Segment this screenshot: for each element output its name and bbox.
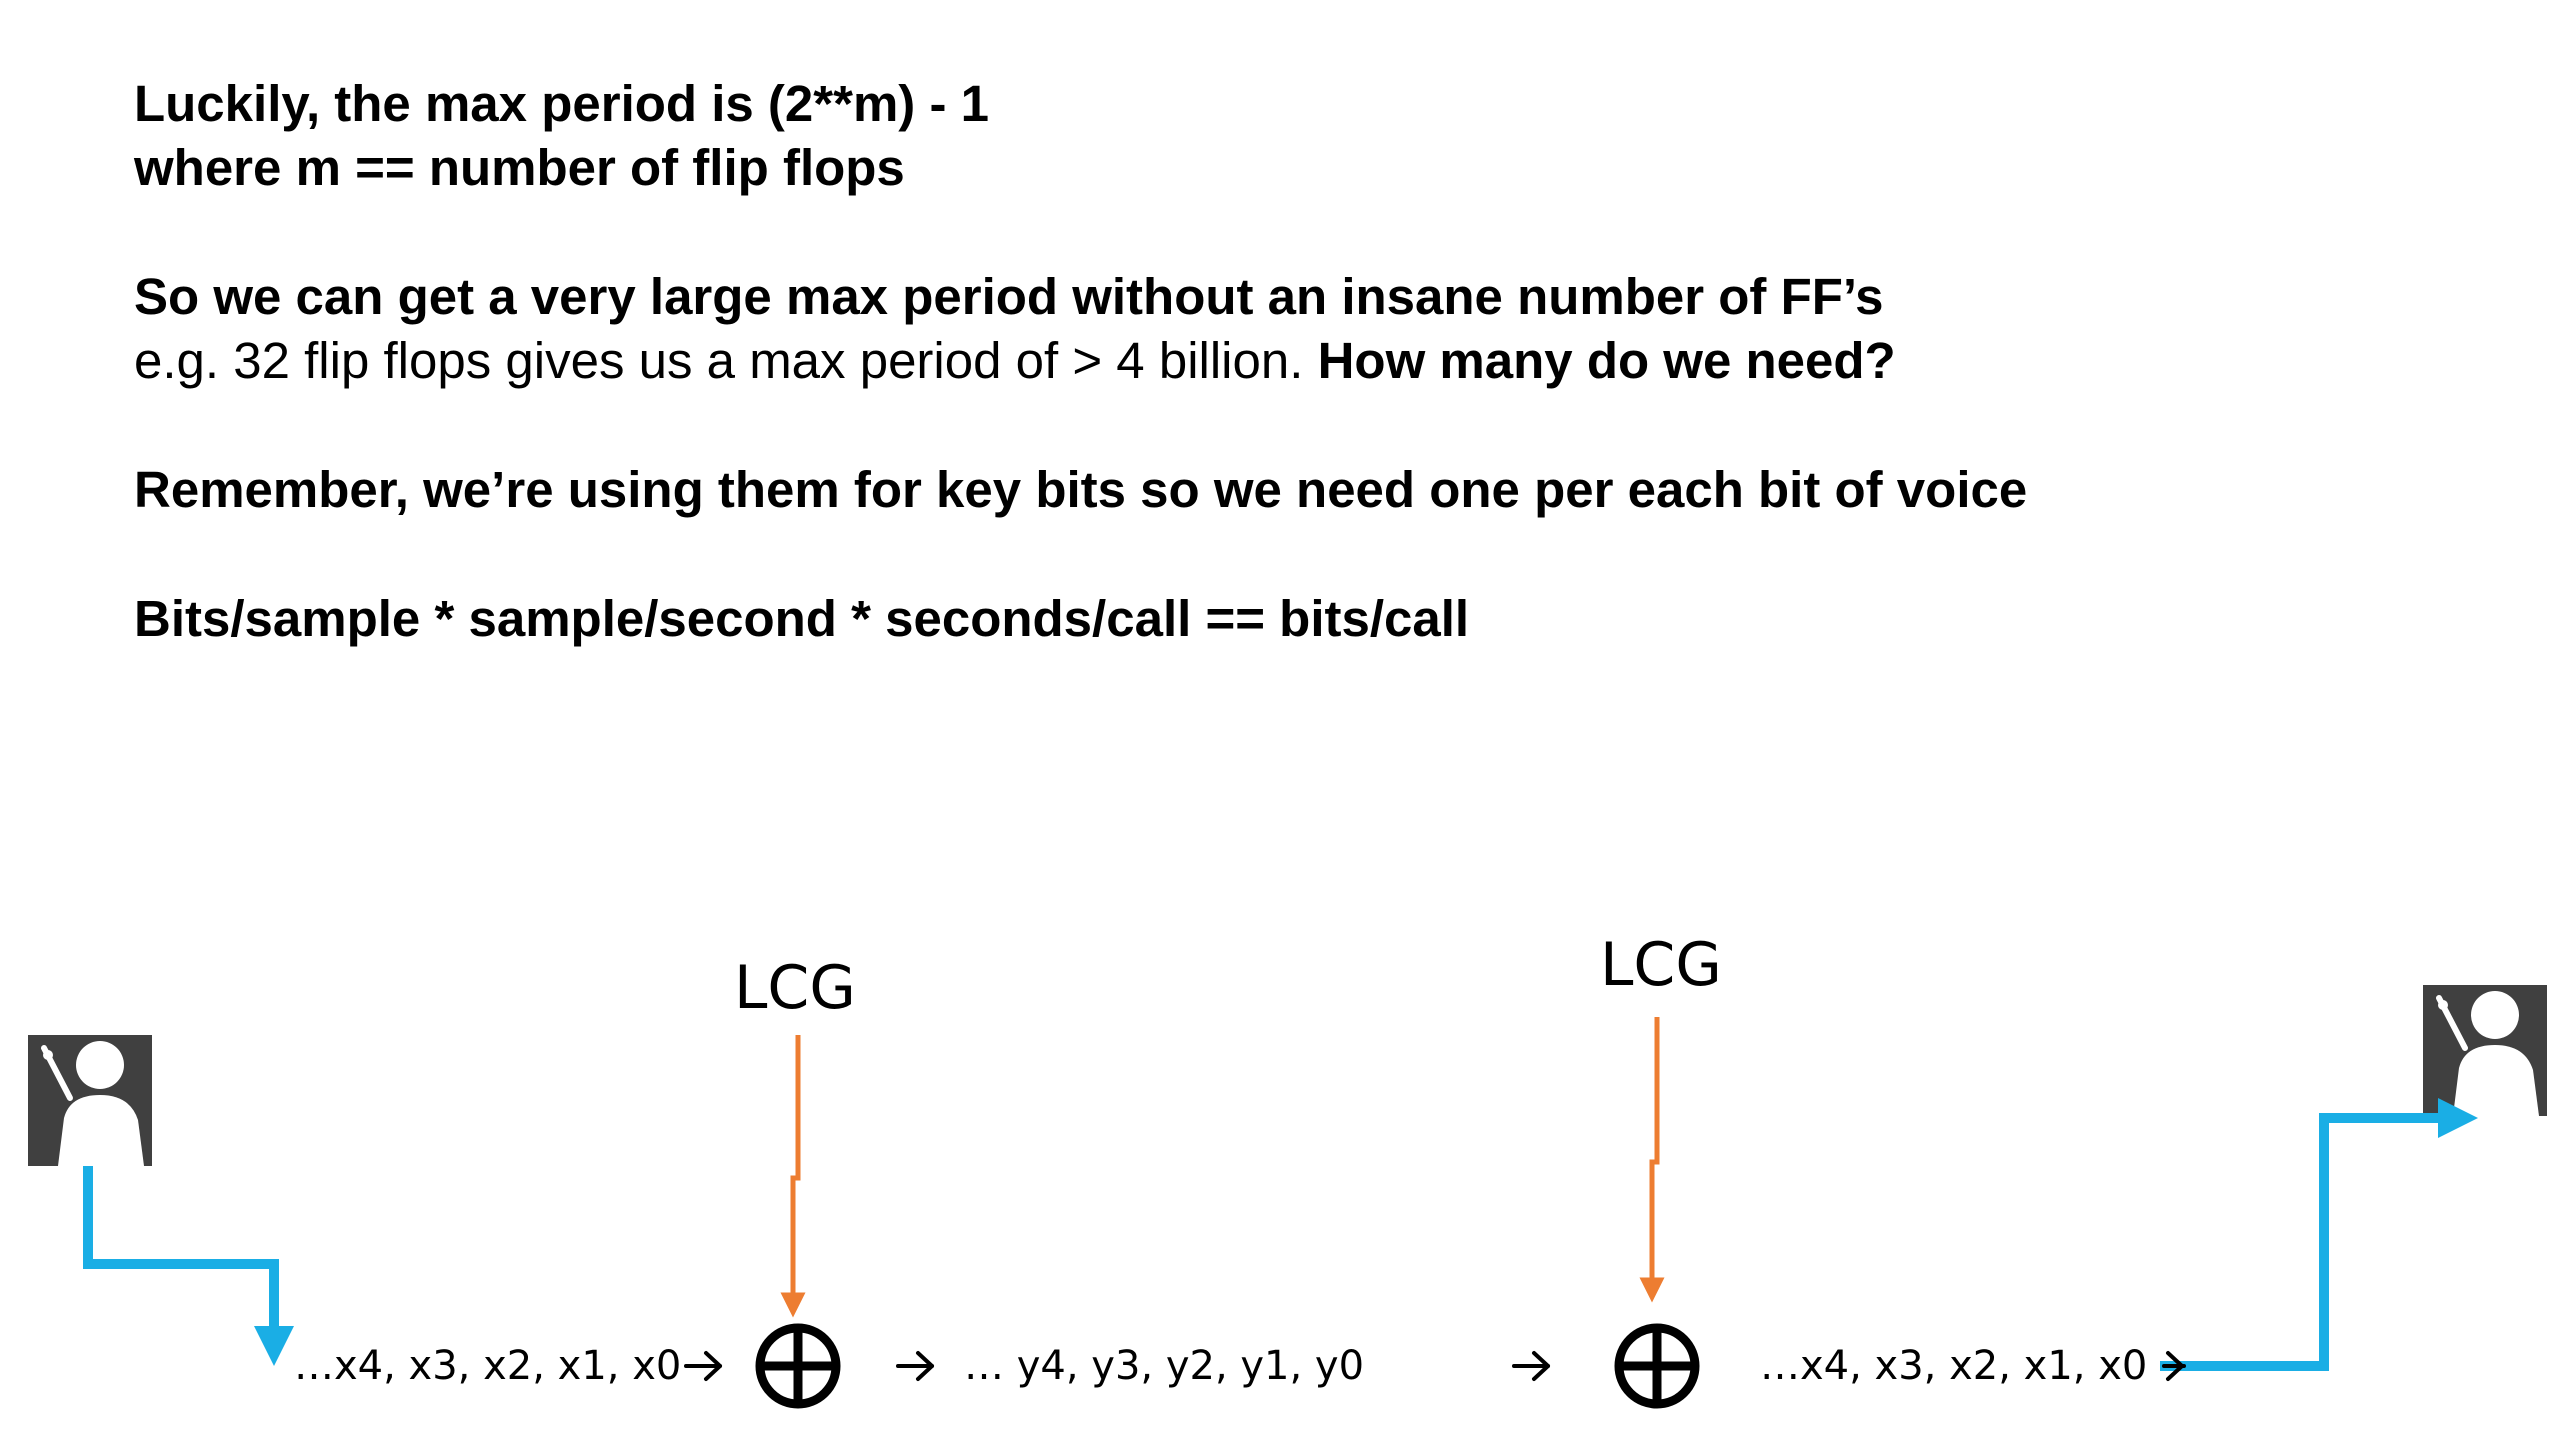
lcg-right-label: LCG [1600, 930, 1722, 1000]
flow-arrow-1 [684, 1351, 722, 1381]
lcg-left-label: LCG [734, 953, 856, 1023]
text-line-1: Luckily, the max period is (2**m) - 1 [134, 75, 989, 132]
flow-arrow-3 [1512, 1351, 1550, 1381]
left-keystream-arrow [780, 1035, 806, 1318]
text-line-6: Bits/sample * sample/second * seconds/ca… [134, 590, 1470, 647]
text-line-2: where m == number of flip flops [134, 139, 905, 196]
text-line-4-prefix: e.g. 32 flip flops gives us a max period… [134, 332, 1318, 389]
sender-presenter-icon [28, 1035, 152, 1166]
text-line-4-question: How many do we need? [1317, 332, 1896, 389]
receiver-signal-path [2160, 1098, 2478, 1371]
flow-arrow-2 [896, 1351, 934, 1381]
right-xor-icon [1614, 1323, 1700, 1409]
receiver-presenter-icon [2423, 985, 2547, 1116]
output-sequence: …x4, x3, x2, x1, x0 [1760, 1343, 2148, 1389]
text-line-4: e.g. 32 flip flops gives us a max period… [134, 335, 1896, 386]
left-xor-icon [755, 1323, 841, 1409]
right-keystream-arrow [1639, 1017, 1665, 1303]
text-line-5: Remember, we’re using them for key bits … [134, 461, 2028, 518]
sender-signal-path [83, 1166, 294, 1366]
flow-arrow-4 [2162, 1351, 2186, 1381]
cipher-sequence: … y4, y3, y2, y1, y0 [964, 1343, 1365, 1389]
text-line-3: So we can get a very large max period wi… [134, 268, 1884, 325]
input-sequence: …x4, x3, x2, x1, x0 [294, 1343, 682, 1389]
